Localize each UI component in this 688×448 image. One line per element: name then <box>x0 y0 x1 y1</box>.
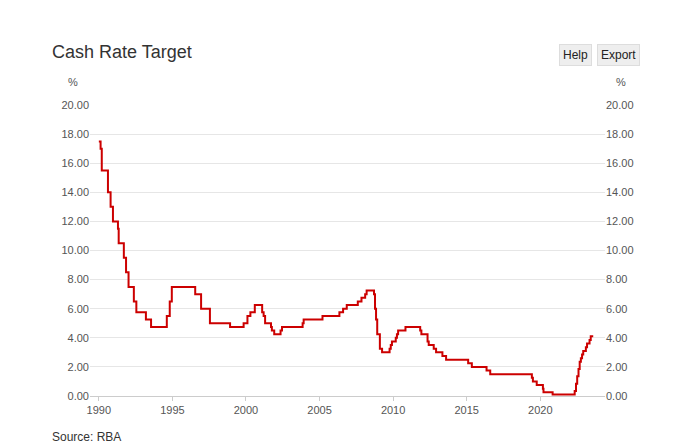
svg-text:10.00: 10.00 <box>61 244 89 256</box>
svg-text:1990: 1990 <box>87 404 111 416</box>
svg-text:2.00: 2.00 <box>68 361 89 373</box>
svg-text:8.00: 8.00 <box>68 273 89 285</box>
svg-text:14.00: 14.00 <box>61 186 89 198</box>
svg-text:1995: 1995 <box>160 404 184 416</box>
svg-text:Cash Rate Target: Cash Rate Target <box>52 42 192 62</box>
svg-text:2015: 2015 <box>454 404 478 416</box>
svg-text:Source: RBA: Source: RBA <box>52 430 121 444</box>
svg-text:2020: 2020 <box>528 404 552 416</box>
svg-text:18.00: 18.00 <box>606 128 634 140</box>
svg-text:2010: 2010 <box>381 404 405 416</box>
svg-text:2005: 2005 <box>307 404 331 416</box>
svg-text:10.00: 10.00 <box>606 244 634 256</box>
svg-text:18.00: 18.00 <box>61 128 89 140</box>
svg-text:6.00: 6.00 <box>68 303 89 315</box>
svg-text:%: % <box>68 76 78 88</box>
svg-text:20.00: 20.00 <box>61 99 89 111</box>
svg-text:20.00: 20.00 <box>606 99 634 111</box>
svg-text:0.00: 0.00 <box>606 390 627 402</box>
svg-text:4.00: 4.00 <box>68 332 89 344</box>
svg-text:14.00: 14.00 <box>606 186 634 198</box>
svg-text:Help: Help <box>563 48 588 62</box>
svg-text:12.00: 12.00 <box>61 215 89 227</box>
svg-text:%: % <box>616 76 626 88</box>
svg-text:2000: 2000 <box>234 404 258 416</box>
svg-text:6.00: 6.00 <box>606 303 627 315</box>
svg-text:12.00: 12.00 <box>606 215 634 227</box>
svg-text:4.00: 4.00 <box>606 332 627 344</box>
svg-text:0.00: 0.00 <box>68 390 89 402</box>
svg-text:2.00: 2.00 <box>606 361 627 373</box>
svg-text:16.00: 16.00 <box>606 157 634 169</box>
svg-text:Export: Export <box>601 48 636 62</box>
svg-text:16.00: 16.00 <box>61 157 89 169</box>
svg-text:8.00: 8.00 <box>606 273 627 285</box>
